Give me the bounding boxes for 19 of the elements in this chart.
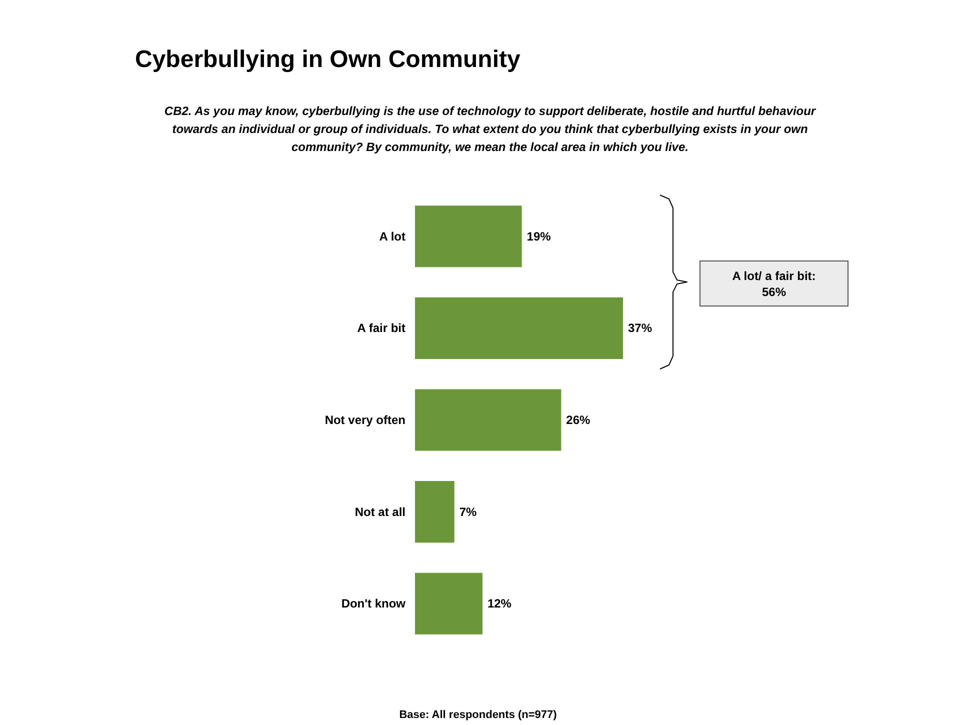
chart-subtitle: CB2. As you may know, cyberbullying is the use of technology to support deliberate, hostile and hurtful behaviour towards an individual or group of individuals. To what extent do you think that cyberbullying exists in your own community? By community, we mean the local area in which you live. xyxy=(164,104,817,154)
bar xyxy=(415,206,522,268)
y-tick-label: Don't know xyxy=(341,596,406,611)
data-label: 12% xyxy=(487,596,512,611)
data-label: 7% xyxy=(459,504,478,519)
y-tick-label: A fair bit xyxy=(357,321,406,336)
data-label: 37% xyxy=(628,321,652,336)
data-label: 19% xyxy=(526,229,552,244)
bar xyxy=(415,481,454,543)
y-tick-label: Not at all xyxy=(354,504,406,519)
data-label: 26% xyxy=(566,413,591,427)
bar xyxy=(415,297,623,359)
y-tick-label: Not very often xyxy=(324,413,406,427)
y-tick-label: A lot xyxy=(379,229,406,244)
bar xyxy=(415,572,482,634)
bar xyxy=(415,389,562,451)
text: A lot/ a fair bit: 56% xyxy=(732,269,816,299)
text: Base: All respondents (n=977) xyxy=(399,709,558,721)
chart-title: Cyberbullying in Own Community xyxy=(135,46,521,73)
